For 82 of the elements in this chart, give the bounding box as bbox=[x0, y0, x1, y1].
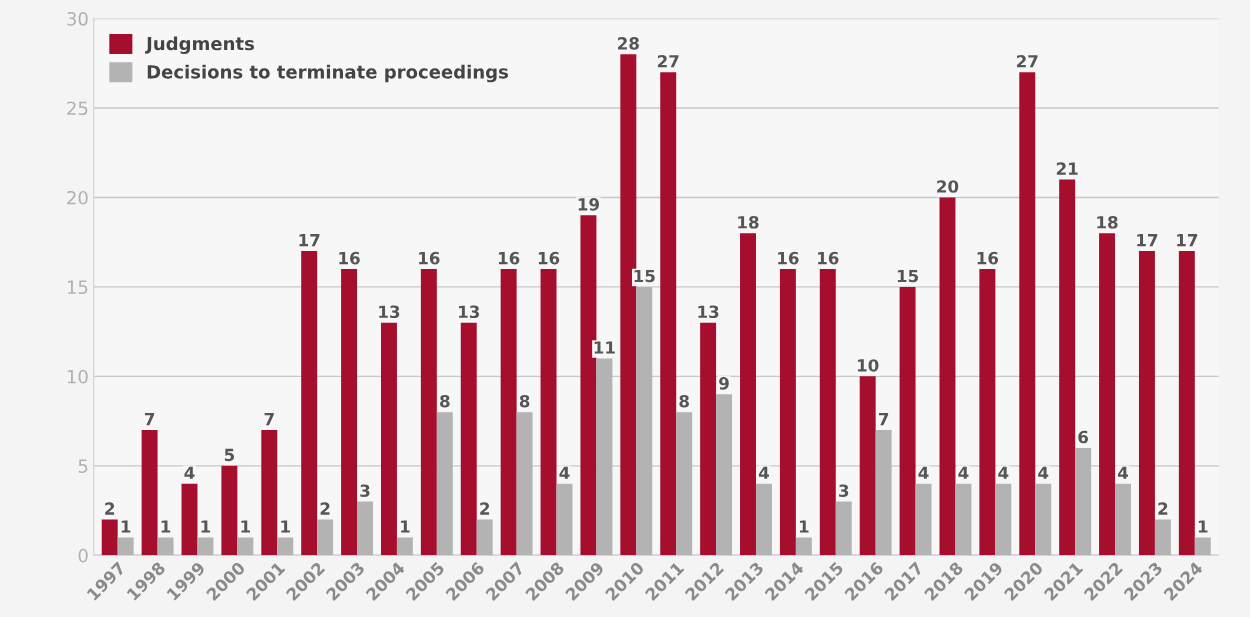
legend-label: Decisions to terminate proceedings bbox=[147, 64, 508, 83]
data-label: 17 bbox=[1137, 234, 1158, 247]
data-label: 21 bbox=[1056, 162, 1078, 175]
data-label: 4 bbox=[758, 466, 769, 479]
data-label: 17 bbox=[299, 234, 320, 247]
data-label: 16 bbox=[339, 251, 360, 265]
bar bbox=[995, 483, 1012, 556]
data-label: 2 bbox=[1158, 502, 1168, 515]
data-label: 2 bbox=[320, 502, 330, 515]
data-label: 17 bbox=[1177, 234, 1198, 247]
data-label: 2 bbox=[480, 502, 490, 515]
y-tick-label: 0 bbox=[78, 548, 88, 563]
data-label: 16 bbox=[498, 251, 520, 265]
data-label: 11 bbox=[594, 341, 615, 354]
data-label: 4 bbox=[958, 466, 969, 479]
y-tick-label: 30 bbox=[67, 11, 88, 26]
bar bbox=[380, 322, 397, 556]
data-label: 16 bbox=[977, 251, 999, 265]
bar bbox=[460, 322, 477, 556]
data-label: 27 bbox=[657, 54, 679, 68]
data-label: 3 bbox=[360, 484, 370, 497]
data-label: 18 bbox=[738, 216, 759, 229]
bar bbox=[700, 322, 717, 556]
y-tick-label: 15 bbox=[67, 280, 88, 295]
bar bbox=[596, 358, 613, 556]
data-label: 16 bbox=[538, 251, 560, 265]
bar bbox=[221, 465, 238, 556]
bar bbox=[1115, 483, 1131, 556]
data-label: 18 bbox=[1097, 216, 1118, 229]
data-label: 4 bbox=[184, 466, 195, 479]
bar bbox=[939, 197, 956, 556]
y-tick-label: 25 bbox=[67, 101, 88, 116]
data-label: 15 bbox=[634, 269, 655, 283]
data-label: 1 bbox=[161, 520, 171, 533]
data-label: 7 bbox=[264, 413, 274, 426]
data-label: 4 bbox=[1117, 466, 1129, 479]
data-label: 2 bbox=[105, 502, 115, 515]
bar bbox=[1035, 483, 1052, 556]
data-label: 16 bbox=[818, 251, 839, 265]
bar bbox=[899, 286, 916, 556]
bar bbox=[915, 483, 932, 556]
data-label: 1 bbox=[401, 520, 410, 533]
data-label: 3 bbox=[839, 484, 849, 497]
data-label: 20 bbox=[937, 180, 959, 193]
bar bbox=[859, 376, 876, 556]
data-label: 1 bbox=[201, 520, 211, 533]
data-label: 19 bbox=[578, 198, 599, 211]
data-label: 10 bbox=[857, 359, 879, 372]
data-label: 5 bbox=[224, 448, 235, 462]
data-label: 7 bbox=[144, 413, 155, 426]
data-label: 4 bbox=[998, 466, 1009, 479]
data-label: 13 bbox=[379, 305, 400, 319]
bar bbox=[716, 394, 733, 556]
bar bbox=[955, 483, 972, 556]
data-label: 1 bbox=[281, 520, 290, 533]
data-label: 4 bbox=[559, 466, 570, 479]
bar bbox=[556, 483, 573, 556]
data-label: 28 bbox=[618, 37, 639, 50]
data-label: 1 bbox=[799, 520, 809, 533]
y-tick-label: 10 bbox=[67, 369, 88, 384]
bar bbox=[181, 483, 198, 556]
data-label: 16 bbox=[778, 251, 799, 265]
data-label: 1 bbox=[241, 520, 250, 533]
data-label: 16 bbox=[419, 251, 440, 265]
data-label: 15 bbox=[897, 269, 919, 283]
y-tick-label: 5 bbox=[78, 459, 88, 473]
data-label: 13 bbox=[459, 305, 480, 319]
data-label: 1 bbox=[121, 520, 131, 533]
data-label: 4 bbox=[1038, 466, 1049, 479]
data-label: 9 bbox=[719, 377, 729, 390]
data-label: 6 bbox=[1078, 430, 1089, 444]
data-label: 8 bbox=[679, 394, 689, 408]
data-label: 27 bbox=[1016, 54, 1038, 68]
y-tick-label: 20 bbox=[67, 190, 88, 205]
data-label: 8 bbox=[440, 394, 450, 408]
data-label: 7 bbox=[878, 413, 889, 426]
data-label: 4 bbox=[918, 466, 929, 479]
data-label: 8 bbox=[519, 394, 530, 408]
bar bbox=[755, 483, 772, 556]
legend-label: Judgments bbox=[145, 36, 254, 54]
data-label: 13 bbox=[698, 305, 719, 319]
data-label: 1 bbox=[1198, 520, 1208, 533]
